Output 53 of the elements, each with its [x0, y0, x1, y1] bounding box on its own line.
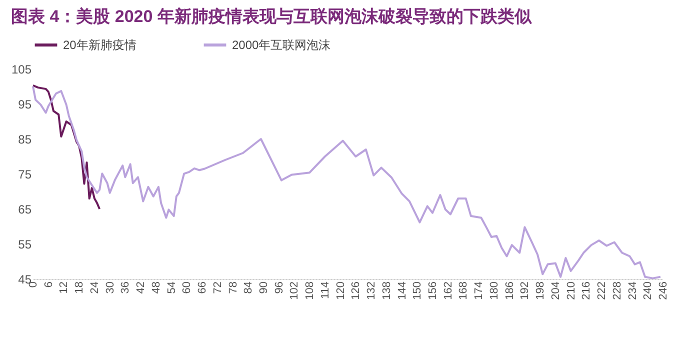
x-tick-label: 24: [88, 282, 101, 294]
x-tick-label: 132: [366, 282, 378, 300]
x-tick-label: 0: [28, 282, 40, 288]
x-tick-label: 66: [196, 282, 209, 294]
x-tick-label: 18: [74, 282, 86, 294]
x-tick-label: 84: [242, 282, 255, 294]
x-tick-label: 90: [258, 282, 270, 294]
x-tick-label: 144: [396, 282, 408, 300]
x-tick-label: 54: [166, 282, 178, 294]
y-tick-label: 85: [18, 132, 32, 146]
chart-title: 图表 4：美股 2020 年新肺疫情表现与互联网泡沫破裂导致的下跌类似: [10, 7, 532, 26]
x-tick-label: 234: [626, 282, 639, 300]
x-tick-label: 126: [350, 282, 362, 300]
line-series: [32, 84, 101, 210]
y-tick-label: 105: [11, 62, 32, 76]
x-tick-label: 168: [458, 282, 470, 300]
line-series: [32, 86, 662, 280]
y-tick-label: 65: [18, 202, 32, 216]
x-tick-label: 36: [120, 282, 132, 294]
x-tick-label: 96: [273, 282, 286, 294]
x-tick-label: 114: [319, 282, 332, 300]
x-tick-label: 192: [519, 282, 532, 300]
x-tick-label: 108: [304, 282, 316, 300]
x-tick-label: 78: [227, 282, 240, 294]
x-tick-label: 204: [550, 282, 562, 300]
x-tick-label: 180: [488, 282, 500, 300]
x-tick-label: 174: [473, 282, 486, 300]
x-tick-label: 102: [288, 282, 301, 300]
x-tick-label: 246: [658, 282, 670, 300]
x-tick-label: 12: [58, 282, 70, 294]
x-tick-label: 30: [104, 282, 116, 294]
x-tick-label: 150: [412, 282, 424, 300]
y-tick-label: 75: [18, 168, 32, 182]
x-tick-label: 6: [42, 282, 55, 288]
x-tick-label: 48: [150, 282, 162, 294]
x-tick-label: 42: [135, 282, 148, 294]
y-tick-label: 55: [18, 238, 32, 252]
x-tick-label: 156: [427, 282, 440, 300]
legend-label: 20年新肺疫情: [63, 38, 136, 52]
x-tick-label: 210: [565, 282, 578, 300]
x-tick-label: 222: [596, 282, 608, 300]
x-tick-label: 60: [181, 282, 194, 294]
x-tick-label: 216: [580, 282, 593, 300]
x-tick-label: 186: [504, 282, 516, 300]
x-tick-label: 198: [534, 282, 547, 300]
x-tick-label: 240: [642, 282, 654, 300]
legend-label: 2000年互联网泡沫: [232, 38, 331, 52]
x-tick-label: 138: [380, 282, 393, 300]
x-tick-label: 120: [334, 282, 347, 300]
x-tick-label: 162: [442, 282, 454, 300]
y-tick-label: 95: [18, 98, 32, 112]
x-tick-label: 72: [212, 282, 224, 294]
x-tick-label: 228: [611, 282, 624, 300]
